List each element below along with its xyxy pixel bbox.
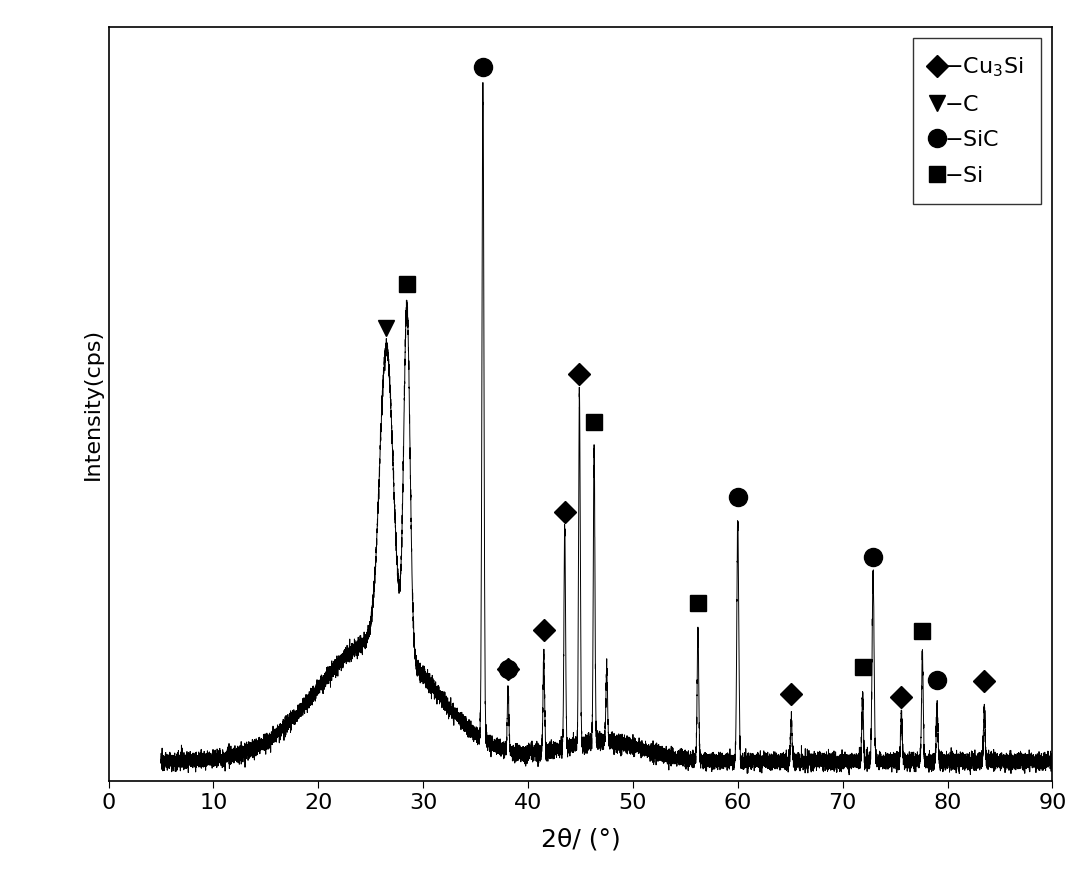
Legend: $\mathsf{-}$$\mathrm{Cu_3Si}$, $\mathsf{-C}$, $\mathsf{-SiC}$, $\mathsf{-Si}$: $\mathsf{-}$$\mathrm{Cu_3Si}$, $\mathsf{… bbox=[914, 38, 1042, 203]
X-axis label: 2θ/ (°): 2θ/ (°) bbox=[540, 827, 621, 851]
Y-axis label: Intensity(cps): Intensity(cps) bbox=[82, 328, 103, 480]
